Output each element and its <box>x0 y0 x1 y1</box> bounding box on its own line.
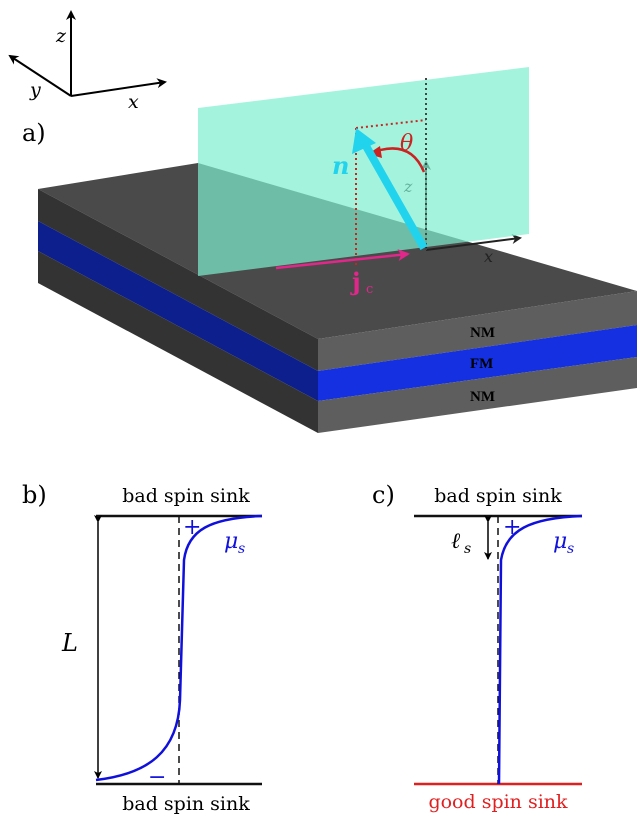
left-face-nm-top <box>38 189 318 371</box>
n-label: n <box>332 151 349 180</box>
panel-b-plus: + <box>183 515 201 540</box>
panel-b-minus: − <box>148 765 166 790</box>
rotation-plane <box>198 67 529 276</box>
panel-c-mu-label: μ <box>553 529 567 554</box>
panel-c-label: c) <box>372 481 395 509</box>
panel-b-mu-curve <box>95 514 263 782</box>
current-arrow-line <box>275 249 410 270</box>
front-face-nm-bottom <box>318 357 637 433</box>
layer-label-nm-top: NM <box>470 325 495 341</box>
local-x-label: x <box>484 247 493 266</box>
layer-label-nm-bottom: NM <box>470 389 495 405</box>
left-face-nm-bottom <box>38 251 318 433</box>
y-axis-label: y <box>29 79 41 101</box>
magnetization-vector: n <box>332 128 428 250</box>
diffusion-length-label: ℓ <box>451 529 461 554</box>
projection-horizontal <box>355 119 427 129</box>
n-arrow-shaft <box>362 144 428 250</box>
panel-c-mu-curve <box>497 514 583 785</box>
panel-b-mu-subscript: s <box>238 541 245 557</box>
n-arrow-head <box>352 128 376 154</box>
x-axis-arrow <box>70 78 167 97</box>
current-subscript: c <box>366 282 373 297</box>
current-arrow: j c <box>275 249 410 297</box>
local-x-axis <box>425 234 522 251</box>
panel-c-top-sink-label: bad spin sink <box>434 485 562 507</box>
panel-b-bottom-sink-label: bad spin sink <box>122 793 250 814</box>
front-face-nm-top <box>318 291 637 371</box>
panel-c: bad spin sink good spin sink ℓ s + μ s <box>414 485 583 813</box>
front-face-fm <box>318 325 637 401</box>
z-axis-label: z <box>55 25 67 47</box>
current-label: j <box>350 267 361 296</box>
x-axis-label: x <box>128 91 139 113</box>
axes-inset: z x y <box>8 10 167 113</box>
panel-b-mu-label: μ <box>224 529 238 554</box>
panel-c-bottom-sink-label: good spin sink <box>428 791 568 813</box>
y-axis-arrow <box>8 54 72 97</box>
thickness-label: L <box>61 629 78 657</box>
panel-b-top-sink-label: bad spin sink <box>122 485 250 507</box>
panel-c-mu-subscript: s <box>567 541 574 557</box>
panel-b: bad spin sink bad spin sink L + − μ s <box>61 485 263 814</box>
panel-a-label: a) <box>22 119 46 147</box>
projection-lines <box>355 78 427 268</box>
theta-label: θ <box>400 131 413 156</box>
panel-b-label: b) <box>22 481 47 509</box>
layer-label-fm: FM <box>470 356 493 372</box>
panel-c-plus: + <box>503 515 521 540</box>
left-face-fm <box>38 221 318 401</box>
diffusion-length-subscript: s <box>464 541 471 557</box>
